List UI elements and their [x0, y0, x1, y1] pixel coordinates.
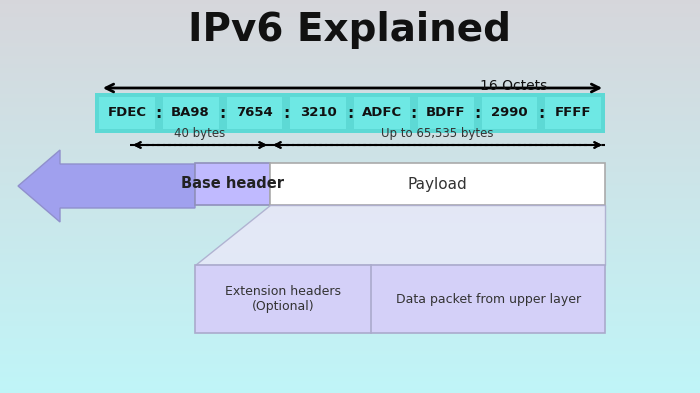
Polygon shape: [195, 205, 605, 265]
Text: Extension headers
(Optional): Extension headers (Optional): [225, 285, 341, 313]
Text: :: :: [283, 105, 289, 121]
Text: :: :: [475, 105, 481, 121]
Text: Base header: Base header: [181, 176, 284, 191]
Text: 40 bytes: 40 bytes: [174, 127, 225, 140]
Text: ADFC: ADFC: [362, 107, 402, 119]
Text: Payload: Payload: [407, 176, 468, 191]
FancyBboxPatch shape: [162, 97, 218, 129]
Text: 16 Octets: 16 Octets: [480, 79, 547, 93]
Text: FDEC: FDEC: [107, 107, 146, 119]
Text: BDFF: BDFF: [426, 107, 466, 119]
Text: :: :: [155, 105, 162, 121]
FancyBboxPatch shape: [290, 97, 346, 129]
Text: Data packet from upper layer: Data packet from upper layer: [395, 292, 581, 305]
Text: :: :: [219, 105, 225, 121]
FancyBboxPatch shape: [195, 265, 605, 333]
Text: BA98: BA98: [172, 107, 210, 119]
FancyBboxPatch shape: [545, 97, 601, 129]
Text: :: :: [538, 105, 545, 121]
Text: :: :: [347, 105, 353, 121]
Text: 7654: 7654: [236, 107, 273, 119]
Text: FFFF: FFFF: [555, 107, 592, 119]
FancyBboxPatch shape: [482, 97, 538, 129]
Text: IPv6 Explained: IPv6 Explained: [188, 11, 512, 49]
FancyBboxPatch shape: [270, 163, 605, 205]
FancyBboxPatch shape: [418, 97, 473, 129]
Text: 3210: 3210: [300, 107, 337, 119]
FancyBboxPatch shape: [95, 93, 605, 133]
Polygon shape: [18, 150, 195, 222]
Text: 2990: 2990: [491, 107, 528, 119]
FancyBboxPatch shape: [195, 163, 270, 205]
FancyBboxPatch shape: [99, 97, 155, 129]
Text: Up to 65,535 bytes: Up to 65,535 bytes: [382, 127, 493, 140]
FancyBboxPatch shape: [227, 97, 282, 129]
Text: :: :: [411, 105, 417, 121]
FancyBboxPatch shape: [354, 97, 409, 129]
